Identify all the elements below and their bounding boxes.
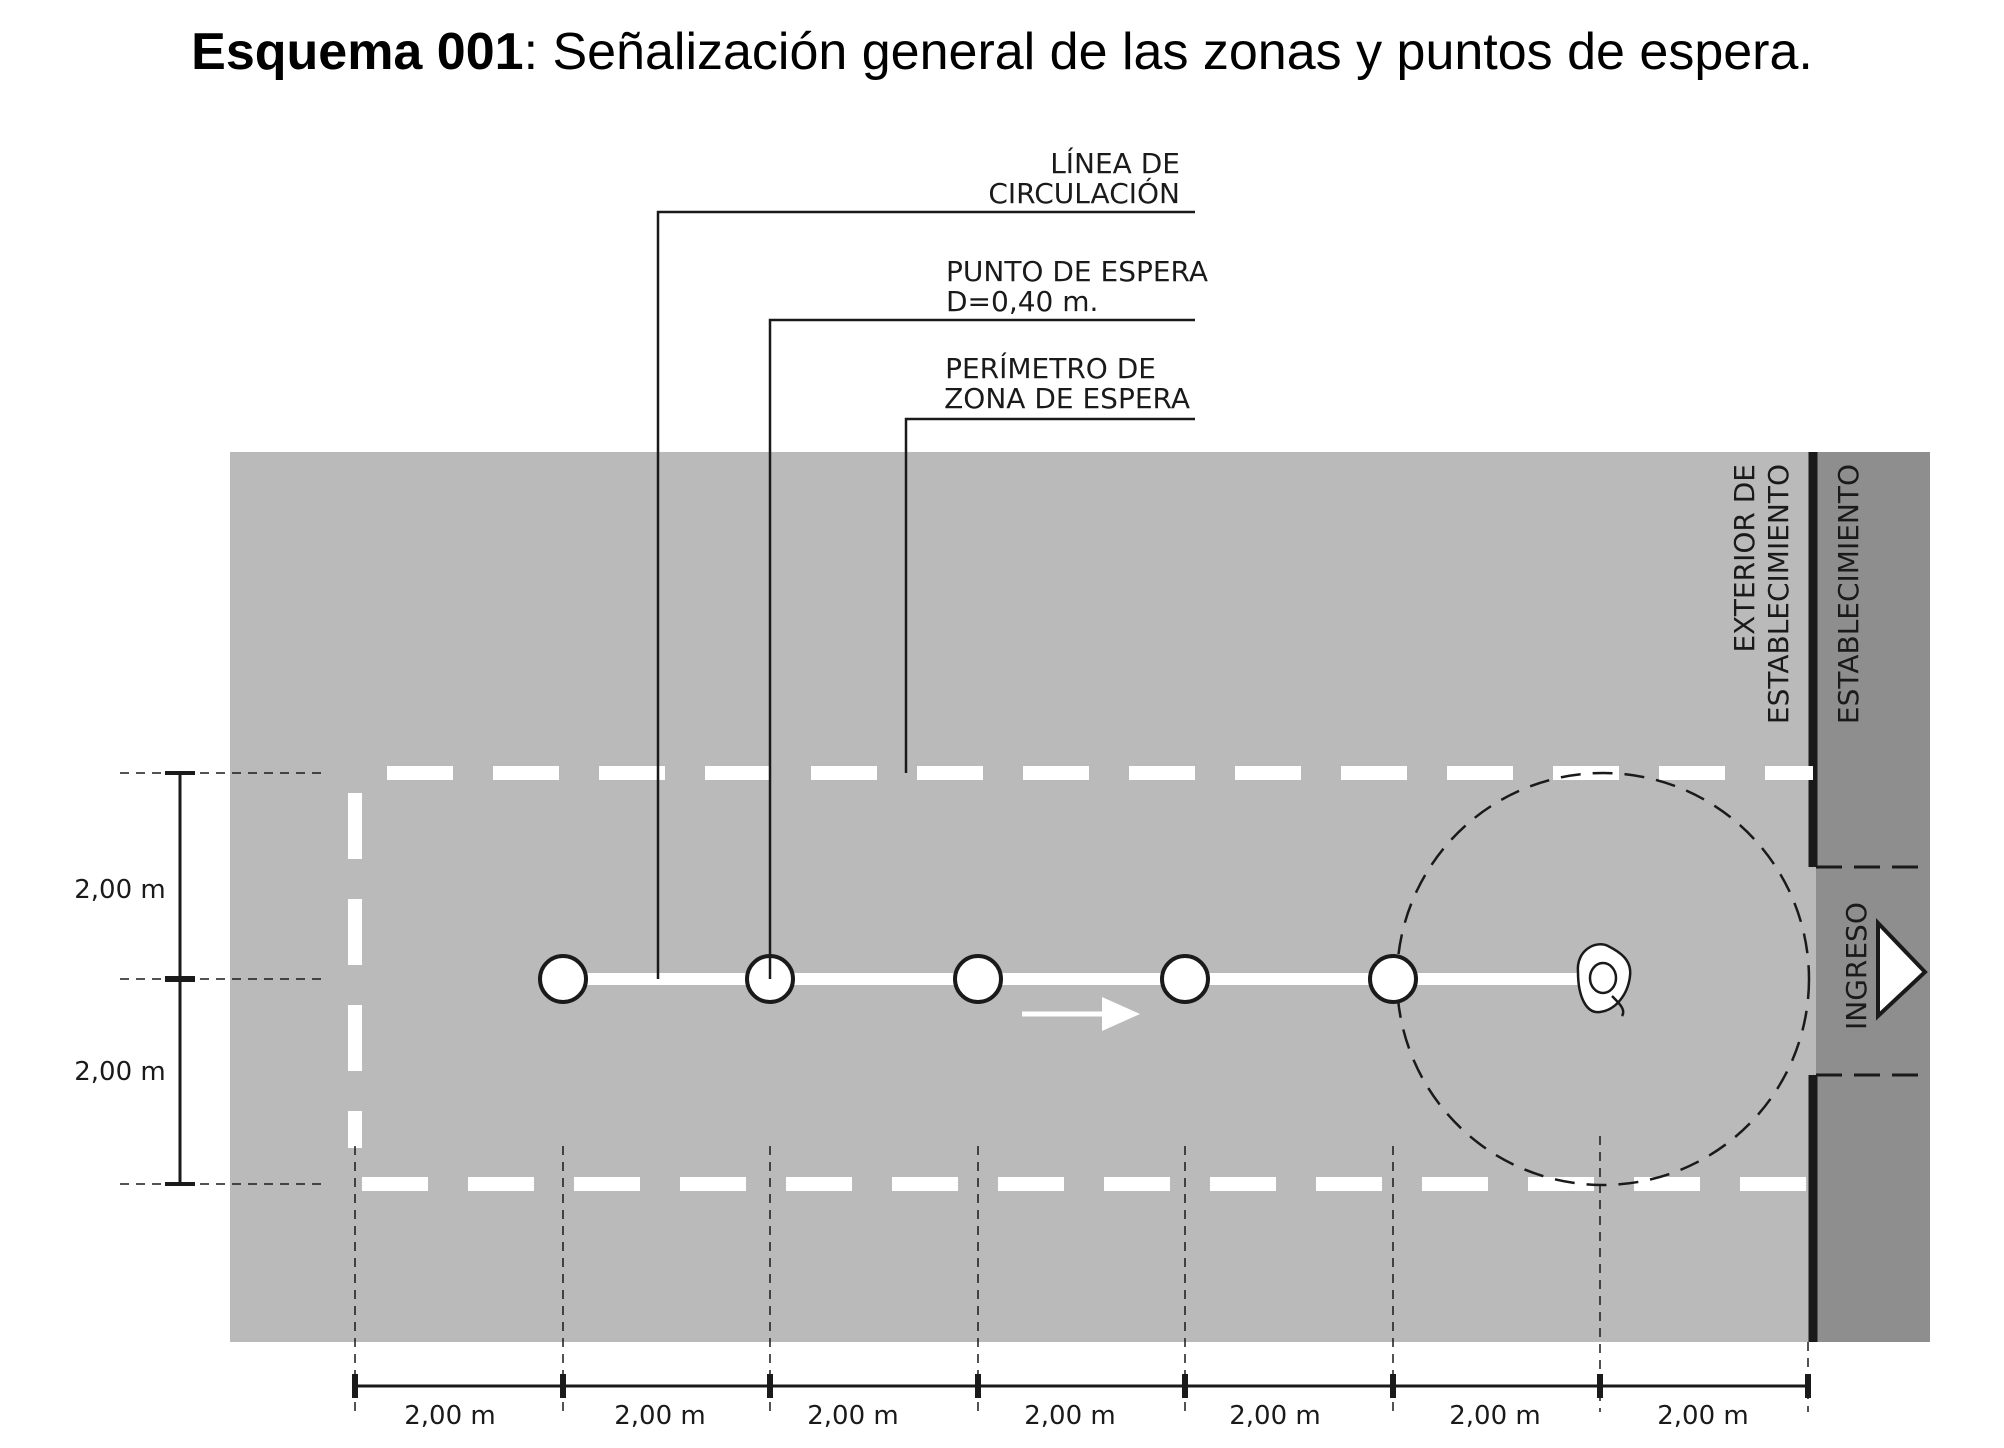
zone-ingreso: INGRESO — [1840, 902, 1873, 1030]
horizontal-dimension — [352, 1136, 1811, 1412]
waiting-point — [1160, 954, 1210, 1004]
arrow-right-icon — [1022, 997, 1140, 1031]
horizontal-dim-label: 2,00 m — [1449, 1401, 1540, 1431]
waiting-point — [538, 954, 588, 1004]
vertical-dimension — [120, 771, 325, 1186]
callout-leaders — [656, 210, 1195, 979]
zone-exterior-2: ESTABLECIMIENTO — [1762, 464, 1795, 724]
leader-linea — [656, 210, 1195, 979]
waiting-point — [1368, 954, 1418, 1004]
horizontal-dim-label: 2,00 m — [404, 1401, 495, 1431]
callout-linea-1: LÍNEA DE — [1050, 146, 1180, 180]
horizontal-dim-label: 2,00 m — [1024, 1401, 1115, 1431]
horizontal-dim-label: 2,00 m — [614, 1401, 705, 1431]
figure-title: Esquema 001: Señalización general de las… — [0, 22, 2004, 82]
exterior-floor — [230, 452, 1816, 1342]
callout-linea-2: CIRCULACIÓN — [988, 176, 1180, 210]
horizontal-dim-label: 2,00 m — [807, 1401, 898, 1431]
callout-punto-1: PUNTO DE ESPERA — [946, 255, 1208, 288]
interior-floor — [1816, 452, 1930, 1342]
vertical-dim-label-2: 2,00 m — [74, 1057, 165, 1087]
vertical-dim-label-1: 2,00 m — [74, 875, 165, 905]
horizontal-dim-label: 2,00 m — [1229, 1401, 1320, 1431]
zone-establecimiento: ESTABLECIMIENTO — [1832, 464, 1865, 724]
callout-perimetro-1: PERÍMETRO DE — [945, 351, 1156, 385]
figure-title-bold: Esquema 001 — [191, 23, 524, 81]
entry-opening-edges — [1816, 865, 1930, 1077]
leader-punto — [768, 318, 1195, 979]
person-top-view-icon — [1576, 943, 1632, 1017]
triangle-right-icon — [1876, 918, 1928, 1021]
waiting-point — [953, 954, 1003, 1004]
callout-punto-2: D=0,40 m. — [946, 285, 1098, 318]
figure-title-rest: : Señalización general de las zonas y pu… — [523, 23, 1813, 81]
callout-perimetro-2: ZONA DE ESPERA — [944, 382, 1190, 415]
waiting-zone-perimeter — [348, 766, 1813, 1191]
zone-exterior-1: EXTERIOR DE — [1728, 464, 1761, 653]
leader-perimetro — [904, 417, 1195, 773]
horizontal-dim-label: 2,00 m — [1657, 1401, 1748, 1431]
